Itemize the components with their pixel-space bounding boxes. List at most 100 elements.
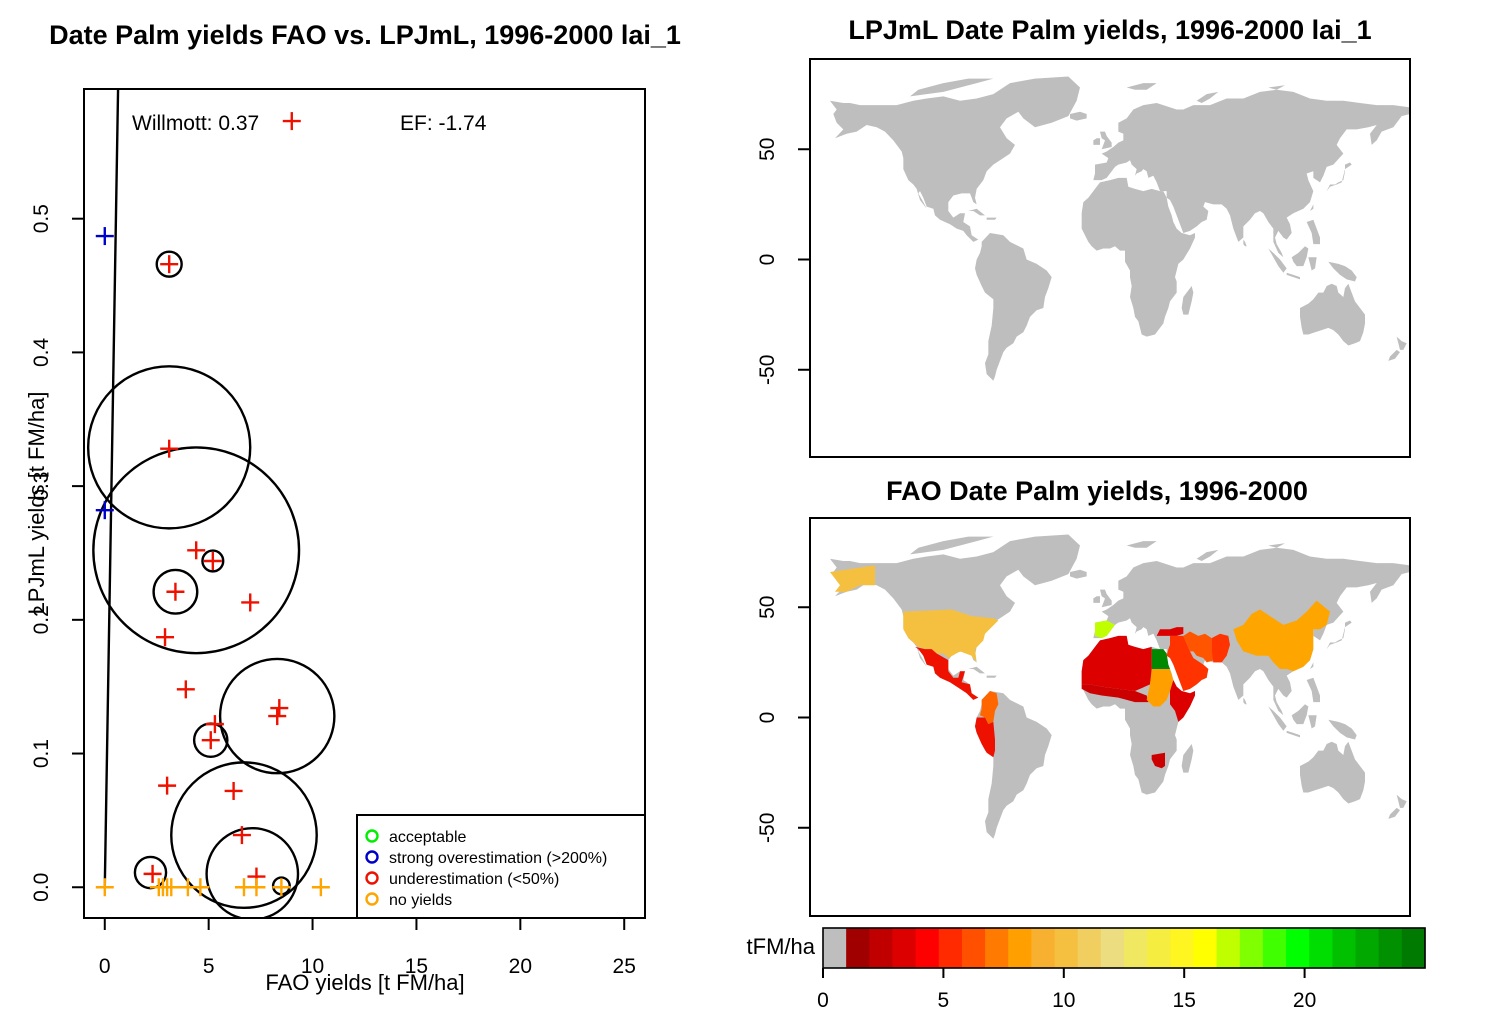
- yield-region-north-africa: [1156, 627, 1184, 636]
- colorbar-tick-label: 15: [1173, 989, 1196, 1012]
- residual-circle-0: [155, 250, 183, 278]
- point-s1-16: [143, 864, 162, 883]
- lpjml-map-panel: LPJmL Date Palm yields, 1996-2000 lai_1 …: [756, 15, 1411, 458]
- fao-map-y-axis: 50 0 -50: [756, 596, 810, 843]
- point-s1-13: [158, 776, 177, 795]
- legend-label: no yields: [389, 892, 452, 909]
- colorbar-axis: 0 5 10 15 20: [817, 968, 1316, 1012]
- colorbar-cell: [938, 928, 963, 968]
- x-tick-label: 20: [509, 955, 532, 978]
- colorbar-cell: [1124, 928, 1148, 968]
- colorbar-tick-label: 20: [1293, 989, 1316, 1012]
- point-s1-14: [224, 781, 243, 800]
- x-axis-label: FAO yields [t FM/ha]: [265, 970, 464, 995]
- colorbar-cell: [1286, 928, 1310, 968]
- residual-circles: [86, 250, 336, 918]
- map-y-tick-label: -50: [756, 355, 779, 385]
- colorbar-cell: [1239, 928, 1264, 968]
- yield-region-sahel: [1081, 684, 1149, 703]
- x-tick-label: 25: [613, 955, 636, 978]
- point-s1-2: [160, 439, 179, 458]
- yield-region-andes: [974, 717, 995, 758]
- point-s1-0: [282, 112, 301, 131]
- legend-swatch: [365, 892, 379, 906]
- point-s0-1: [95, 501, 114, 520]
- colorbar-cell: [869, 928, 894, 968]
- point-s2-6: [191, 878, 210, 897]
- residual-circle-3: [201, 549, 225, 573]
- fao-yield-regions: [829, 565, 1331, 769]
- yield-region-egypt: [1151, 649, 1171, 669]
- y-tick-label: 0.0: [30, 873, 53, 902]
- point-s1-7: [156, 628, 175, 647]
- lpjml-world-map: [829, 76, 1410, 381]
- point-s2-8: [247, 878, 266, 897]
- yield-region-north-africa: [1081, 635, 1152, 692]
- scatter-points: [95, 112, 330, 897]
- point-s1-9: [270, 699, 289, 718]
- yield-region-colombia: [979, 691, 999, 725]
- y-axis-label: LPJmL yields [t FM/ha]: [24, 392, 49, 615]
- scatter-panel: Date Palm yields FAO vs. LPJmL, 1996-200…: [24, 20, 681, 995]
- x-axis: 0 5 10 15 20 25: [99, 917, 636, 978]
- point-s1-5: [166, 582, 185, 601]
- yield-region-china: [1233, 600, 1331, 672]
- yield-region-mexico: [914, 646, 979, 700]
- legend-swatch: [365, 850, 379, 864]
- colorbar-cell: [1332, 928, 1357, 968]
- x-tick-label: 5: [203, 955, 215, 978]
- colorbar-cell: [1193, 928, 1218, 968]
- ef-annotation: EF: -1.74: [400, 112, 487, 135]
- map-y-tick-label: 50: [756, 138, 779, 161]
- colorbar-tick-label: 5: [938, 989, 950, 1012]
- map-y-tick-label: 0: [756, 254, 779, 266]
- fao-map-panel: FAO Date Palm yields, 1996-2000 50 0 -50: [756, 476, 1411, 917]
- residual-circle-5: [218, 657, 336, 775]
- y-tick-label: 0.1: [30, 739, 53, 768]
- reference-line: [103, 89, 120, 888]
- colorbar-cell: [1147, 928, 1171, 968]
- legend-label: underestimation (<50%): [389, 871, 559, 888]
- y-tick-label: 0.3: [30, 472, 53, 501]
- colorbar-cell: [1378, 928, 1403, 968]
- colorbar: tFM/ha 0 5 10 15 20: [747, 927, 1426, 1012]
- point-s1-3: [187, 541, 206, 560]
- colorbar-tick-label: 10: [1052, 989, 1075, 1012]
- yield-region-spain: [1094, 620, 1116, 639]
- point-s1-11: [205, 715, 224, 734]
- colorbar-cell: [1355, 928, 1380, 968]
- point-s1-6: [241, 593, 260, 612]
- residual-circle-4: [152, 568, 199, 615]
- colorbar-cell: [1008, 928, 1032, 968]
- colorbar-cell: [823, 928, 847, 968]
- colorbar-cell: [1216, 928, 1241, 968]
- legend-box: [356, 814, 646, 919]
- point-s2-4: [162, 878, 181, 897]
- y-tick-label: 0.5: [30, 204, 53, 233]
- colorbar-tick-label: 0: [817, 989, 829, 1012]
- map-y-tick-label: -50: [756, 813, 779, 843]
- y-tick-label: 0.2: [30, 605, 53, 634]
- yield-region-north-america: [829, 565, 875, 592]
- yield-region-middle-east: [1166, 635, 1209, 692]
- residual-circle-2: [92, 446, 301, 655]
- yield-region-middle-east: [1211, 633, 1231, 663]
- legend-item: underestimation (<50%): [365, 871, 559, 888]
- yield-region-sudan: [1146, 668, 1174, 707]
- point-s1-8: [176, 680, 195, 699]
- colorbar-label: tFM/ha: [747, 934, 816, 959]
- colorbar-frame: [822, 927, 1426, 969]
- point-s1-4: [203, 551, 222, 570]
- residual-circle-8: [205, 826, 300, 918]
- colorbar-cell: [985, 928, 1009, 968]
- map-y-tick-label: 0: [756, 712, 779, 724]
- map-y-tick-label: 50: [756, 596, 779, 619]
- point-s2-9: [272, 878, 291, 897]
- colorbar-cell: [1309, 928, 1333, 968]
- point-s1-12: [201, 731, 220, 750]
- colorbar-cell: [1401, 928, 1426, 968]
- point-s1-1: [160, 255, 179, 274]
- legend-label: acceptable: [389, 829, 466, 846]
- residual-circle-1: [86, 365, 252, 530]
- colorbar-cell: [1100, 928, 1125, 968]
